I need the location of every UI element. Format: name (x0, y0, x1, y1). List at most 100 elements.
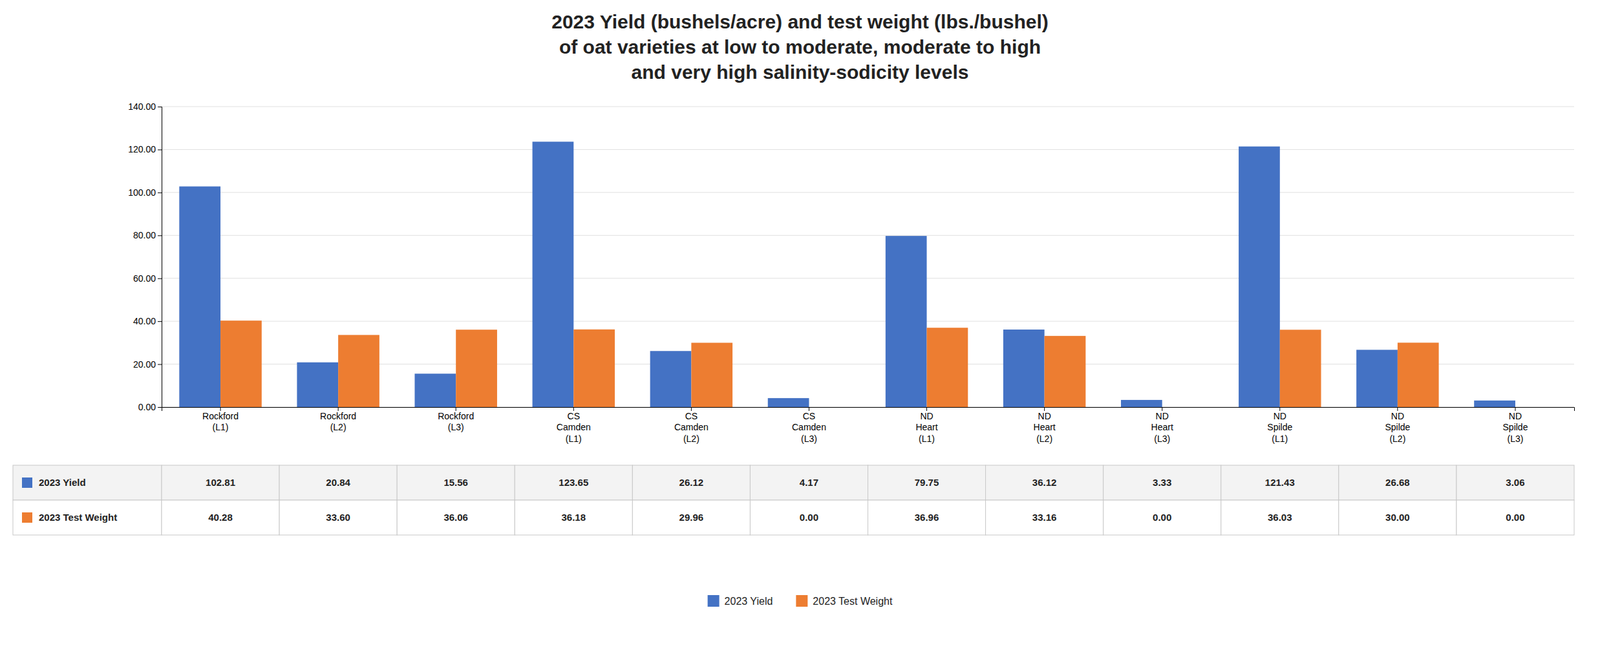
bar (650, 351, 692, 408)
table-cell (985, 465, 1104, 501)
tick-label: NDHeart(L2) (1033, 411, 1056, 445)
table-cell (279, 500, 397, 536)
legend-item: 2023 Yield (707, 595, 774, 608)
table-value: 40.28 (208, 512, 233, 523)
table-cell (1221, 500, 1339, 536)
tick-label: NDSpilde(L1) (1267, 411, 1293, 445)
table-value: 3.33 (1152, 477, 1172, 489)
table-value: 0.00 (799, 512, 819, 523)
table-cell (868, 500, 986, 536)
table-cell (396, 500, 515, 536)
bar (1280, 329, 1322, 408)
bar (927, 327, 969, 408)
table-swatch (21, 477, 33, 489)
legend: 2023 Yield2023 Test Weight (707, 595, 893, 608)
tick-label: 0.00 (138, 402, 156, 413)
tick-label: CSCamden(L1) (556, 411, 591, 445)
table-row-label: 2023 Test Weight (38, 512, 118, 523)
tick: Rockford(L2) (320, 407, 357, 433)
tick: NDHeart(L1) (915, 407, 938, 445)
table-value: 20.84 (325, 477, 351, 489)
bar-series (220, 320, 1440, 408)
table-value: 36.18 (561, 512, 587, 523)
table-cell (749, 500, 868, 536)
tick-mark (157, 278, 162, 280)
bar (179, 186, 221, 408)
bars (179, 141, 1516, 408)
table-row-label: 2023 Yield (38, 477, 86, 489)
data-table: 2023 Yield102.8120.8415.56123.6526.124.1… (12, 465, 1575, 536)
bar (573, 329, 615, 408)
table-value: 123.65 (558, 477, 589, 489)
table-value: 4.17 (799, 477, 819, 489)
tick-label: 60.00 (133, 273, 156, 284)
bar (296, 362, 339, 408)
axis-domain (157, 107, 163, 408)
tick-label: 120.00 (128, 144, 156, 155)
table-value: 29.96 (679, 512, 704, 523)
table-value: 121.43 (1265, 477, 1295, 489)
tick-mark (157, 235, 162, 236)
tick-label: Rockford(L1) (202, 411, 239, 434)
tick: NDSpilde(L2) (1384, 407, 1410, 445)
tick: 120.00 (128, 144, 162, 155)
bar (532, 141, 575, 408)
tick-label: NDHeart(L3) (1151, 411, 1174, 445)
bar (1238, 146, 1280, 408)
bar-series (179, 141, 1516, 408)
tick-mark (157, 321, 162, 322)
tick-mark (157, 106, 162, 108)
grid-line (161, 321, 1575, 322)
table-cell (1456, 465, 1575, 501)
grid-line (161, 277, 1575, 279)
table-cell (12, 465, 162, 501)
bar (1162, 407, 1204, 408)
tick-label: 100.00 (128, 187, 156, 198)
tick: 60.00 (133, 273, 162, 284)
tick: NDHeart(L3) (1151, 407, 1174, 445)
legend-swatch (707, 595, 720, 608)
table-value: 26.12 (679, 477, 704, 489)
table-cell (161, 500, 280, 536)
bar (768, 398, 810, 408)
tick-label: CSCamden(L2) (674, 411, 709, 445)
x-axis: Rockford(L1) Rockford(L2) Rockford(L3) CSCa… (162, 407, 1575, 445)
bar (691, 342, 733, 408)
tick-label: Rockford(L3) (437, 411, 474, 434)
tick-label: 40.00 (133, 316, 156, 327)
tick-mark (157, 407, 162, 408)
table-value: 30.00 (1385, 512, 1410, 523)
y-axis: 0.0020.0040.0060.0080.00100.00120.00140.… (128, 101, 162, 413)
bar (1397, 342, 1440, 408)
legend-label: 2023 Yield (724, 596, 774, 608)
bar (808, 407, 851, 408)
bar (1515, 407, 1557, 408)
bar (1003, 329, 1045, 408)
tick-label: 20.00 (133, 359, 156, 370)
tick: 140.00 (128, 101, 162, 112)
tick: CSCamden(L1) (556, 407, 591, 445)
tick: NDSpilde(L1) (1267, 407, 1293, 445)
table-cell (514, 465, 633, 501)
table-value: 33.60 (325, 512, 351, 523)
tick-label: Rockford(L2) (320, 411, 357, 434)
table-cell (985, 500, 1104, 536)
table-cell (749, 465, 868, 501)
bar (1044, 336, 1087, 408)
bar (338, 334, 380, 408)
grid-line (161, 149, 1575, 150)
grid-line (161, 235, 1575, 236)
tick-label: 140.00 (128, 101, 156, 112)
bar (885, 235, 928, 408)
table-cell (1103, 465, 1222, 501)
table-value: 15.56 (443, 477, 469, 489)
table-cell (1221, 465, 1339, 501)
grid-line (161, 192, 1575, 193)
bar (220, 320, 262, 408)
table-cell (161, 465, 280, 501)
tick: 40.00 (133, 316, 162, 327)
tick: 100.00 (128, 187, 162, 198)
title: 2023 Yield (bushels/acre) and test weigh… (551, 10, 1049, 83)
table-value: 0.00 (1152, 512, 1172, 523)
table-cell (632, 465, 750, 501)
